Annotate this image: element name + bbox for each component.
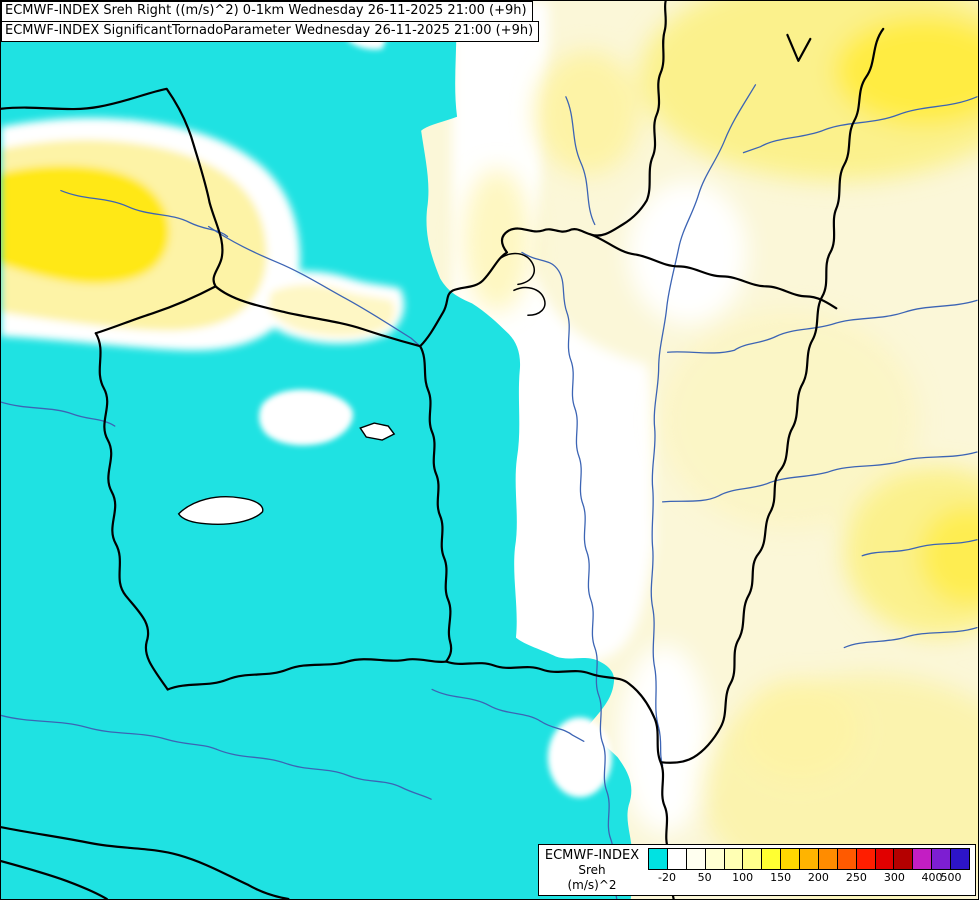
colorbar-swatch — [780, 849, 799, 869]
colorbar-tick-label: -20 — [658, 871, 676, 884]
colorbar-tick-label: 400 — [921, 871, 943, 884]
title-line-1: ECMWF-INDEX Sreh Right ((m/s)^2) 0-1km W… — [1, 1, 533, 22]
country-borders — [1, 1, 885, 899]
colorbar-swatch — [666, 849, 686, 869]
colorbar-tick-label: 200 — [807, 871, 829, 884]
colorbar-swatch — [723, 849, 743, 869]
colorbar-tick-label: 50 — [697, 871, 712, 884]
legend-unit: (m/s)^2 — [567, 878, 617, 892]
colorbar-swatch — [836, 849, 856, 869]
colorbar-tick-label: 500 — [940, 871, 962, 884]
colorbar-swatch — [685, 849, 705, 869]
colorbar-swatch — [874, 849, 894, 869]
colorbar-ticks: -20 50 100 150 200 250 300 400 500 — [648, 872, 970, 886]
rivers — [1, 84, 978, 899]
legend-labels: ECMWF-INDEX Sreh (m/s)^2 — [544, 848, 640, 893]
colorbar-swatch — [799, 849, 818, 869]
legend-title: ECMWF-INDEX — [544, 848, 640, 863]
colorbar-swatch — [855, 849, 875, 869]
colorbar-swatch — [742, 849, 762, 869]
map-titles: ECMWF-INDEX Sreh Right ((m/s)^2) 0-1km W… — [1, 1, 540, 42]
colorbar-swatch — [950, 849, 969, 869]
colorbar-swatch — [931, 849, 950, 869]
colorbar-swatch — [893, 849, 913, 869]
colorbar-swatch — [704, 849, 724, 869]
colorbar — [648, 848, 970, 870]
colorbar-wrap: -20 50 100 150 200 250 300 400 500 — [648, 848, 970, 893]
legend-param: Sreh — [578, 863, 606, 877]
contour-patches — [463, 1, 978, 899]
legend: ECMWF-INDEX Sreh (m/s)^2 -20 50 100 150 200 2… — [538, 844, 976, 896]
colorbar-tick-label: 100 — [732, 871, 754, 884]
colorbar-tick-label: 300 — [883, 871, 905, 884]
title-line-2: ECMWF-INDEX SignificantTornadoParameter … — [1, 21, 540, 42]
colorbar-tick-label: 250 — [845, 871, 867, 884]
lake-neusiedl — [359, 422, 396, 441]
yellow-anomaly-northwest — [1, 117, 405, 351]
colorbar-swatch — [649, 849, 667, 869]
lake-balaton — [177, 495, 264, 526]
colorbar-swatch — [817, 849, 837, 869]
colorbar-swatch — [912, 849, 932, 869]
colorbar-tick-label: 150 — [770, 871, 792, 884]
danube-hooks — [499, 252, 546, 317]
colorbar-swatch — [761, 849, 781, 869]
